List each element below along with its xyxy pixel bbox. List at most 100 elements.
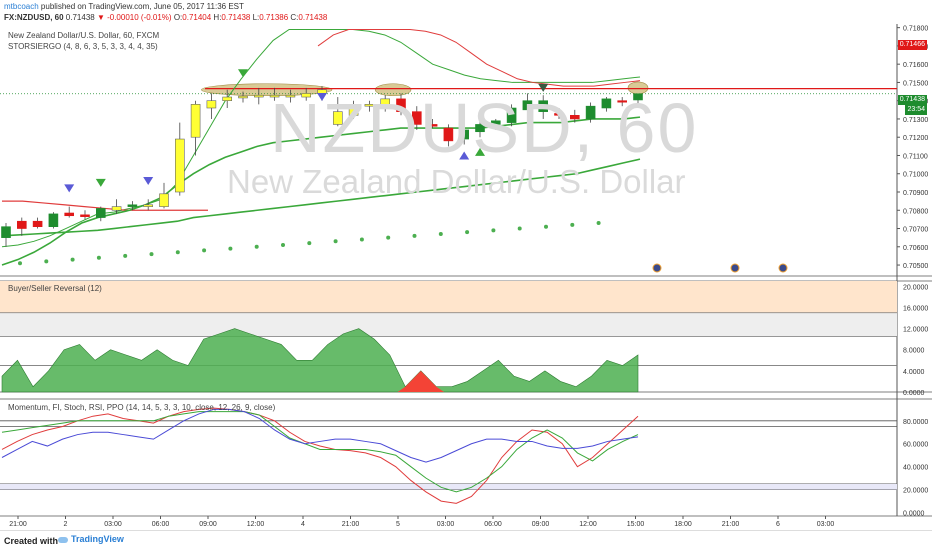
- series-legend[interactable]: New Zealand Dollar/U.S. Dollar, 60, FXCM: [8, 31, 160, 40]
- psar-dot: [18, 261, 22, 266]
- candle-body: [554, 113, 564, 116]
- psar-dot: [254, 244, 259, 249]
- tradingview-logo[interactable]: TradingView: [58, 534, 124, 544]
- candle-body: [364, 104, 375, 107]
- y-tick-label: 0.71600: [903, 62, 928, 69]
- y-tick-label: 0.70900: [903, 190, 928, 197]
- momentum-line-green: [1, 411, 639, 493]
- momentum-y-label: 80.0000: [903, 419, 928, 426]
- candle-body: [617, 100, 628, 103]
- candle-body: [411, 111, 422, 125]
- x-tick-label: 12:00: [247, 521, 265, 528]
- reversal-area: [1, 328, 639, 393]
- candle-body: [143, 204, 153, 207]
- published-text: published on TradingView.com, June 05, 2…: [40, 2, 244, 11]
- momentum-y-label: 0.0000: [903, 511, 925, 518]
- candle-body: [490, 120, 501, 125]
- momentum-lower-band: [0, 483, 897, 490]
- psar-dot: [544, 224, 548, 229]
- reversal-pane-title[interactable]: Buyer/Seller Reversal (12): [8, 284, 102, 293]
- candle-body: [585, 105, 596, 120]
- candle-body: [1, 226, 11, 238]
- event-flag-icon: [652, 263, 662, 273]
- quote-line: FX:NZDUSD, 60 0.71438 ▼ -0.00010 (-0.01%…: [4, 13, 327, 22]
- candle-body: [48, 213, 59, 227]
- candle-body: [127, 204, 138, 207]
- close-label: C:: [290, 13, 299, 22]
- psar-dot: [228, 246, 233, 251]
- candle-body: [64, 212, 74, 217]
- high-label: H:: [213, 13, 222, 22]
- low-label: L:: [252, 13, 260, 22]
- open-value: 0.71404: [182, 13, 212, 22]
- y-tick-label: 0.70700: [903, 227, 928, 234]
- candle-body: [569, 115, 580, 120]
- x-tick-label: 18:00: [674, 521, 692, 528]
- reversal-y-label: 12.0000: [903, 327, 928, 334]
- close-value: 0.71438: [298, 13, 328, 22]
- momentum-y-label: 60.0000: [903, 442, 928, 449]
- psar-dot: [412, 233, 417, 238]
- psar-dot: [175, 250, 180, 255]
- author-link[interactable]: mtbcoach: [4, 2, 39, 11]
- x-tick-label: 03:00: [817, 521, 835, 528]
- signal-marker: [95, 178, 106, 187]
- candle-body: [506, 107, 517, 123]
- candle-body: [32, 220, 43, 227]
- x-tick-label: 03:00: [104, 521, 122, 528]
- x-tick-label: 21:00: [9, 521, 27, 528]
- highlight-ellipse: [374, 83, 412, 97]
- y-tick-label: 0.71300: [903, 117, 928, 124]
- psar-dot: [44, 259, 49, 264]
- psar-dot: [491, 228, 496, 233]
- reversal-y-label: 8.0000: [903, 348, 925, 355]
- candle-body: [285, 94, 296, 98]
- psar-dot: [438, 232, 443, 236]
- momentum-pane-title[interactable]: Momentum, FI, Stoch, RSI, PPO (14, 14, 5…: [8, 403, 276, 412]
- watermark-name: New Zealand Dollar/U.S. Dollar: [227, 163, 686, 200]
- x-tick-label: 4: [301, 521, 305, 528]
- candle-body: [538, 100, 549, 112]
- signal-marker: [143, 177, 154, 186]
- candle-body: [159, 193, 169, 207]
- x-tick-label: 6: [776, 521, 780, 528]
- candle-body: [522, 100, 533, 111]
- psar-dot: [333, 239, 338, 244]
- cloud-icon: [58, 536, 68, 543]
- y-tick-label: 0.71500: [903, 80, 928, 87]
- countdown-tag: 23:54: [905, 105, 927, 115]
- psar-dot: [149, 252, 154, 257]
- psar-dot: [359, 237, 364, 242]
- psar-dot: [517, 226, 522, 231]
- symbol-label[interactable]: FX:NZDUSD, 60: [4, 13, 64, 22]
- candle-body: [206, 100, 217, 109]
- watermark-symbol: NZDUSD, 60: [270, 89, 699, 167]
- x-tick-label: 2: [64, 521, 68, 528]
- psar-dot: [570, 222, 575, 227]
- psar-dot: [307, 241, 312, 246]
- high-value: 0.71438: [221, 13, 251, 22]
- psar-dot: [96, 255, 101, 260]
- x-tick-label: 06:00: [152, 521, 170, 528]
- candle-body: [601, 98, 612, 109]
- red-ma-line-right: [317, 28, 641, 87]
- x-tick-label: 15:00: [627, 521, 645, 528]
- low-value: 0.71386: [259, 13, 289, 22]
- psar-dot: [386, 235, 391, 240]
- indicator-legend[interactable]: STORSIERGO (4, 8, 6, 3, 5, 3, 3, 4, 4, 3…: [8, 42, 158, 51]
- reversal-y-label: 4.0000: [903, 369, 925, 376]
- psar-dot: [281, 242, 285, 247]
- signal-marker: [64, 184, 75, 193]
- candle-body: [459, 129, 470, 140]
- x-tick-label: 21:00: [342, 521, 360, 528]
- x-tick-label: 03:00: [437, 521, 455, 528]
- candle-body: [332, 111, 343, 125]
- brand-text: TradingView: [71, 534, 124, 544]
- x-tick-label: 21:00: [722, 521, 740, 528]
- y-tick-label: 0.71000: [903, 172, 928, 179]
- candle-body: [269, 94, 280, 98]
- signal-marker: [317, 93, 327, 102]
- created-with-text: Created with: [4, 536, 59, 546]
- signal-marker: [475, 147, 485, 156]
- open-label: O:: [173, 13, 183, 22]
